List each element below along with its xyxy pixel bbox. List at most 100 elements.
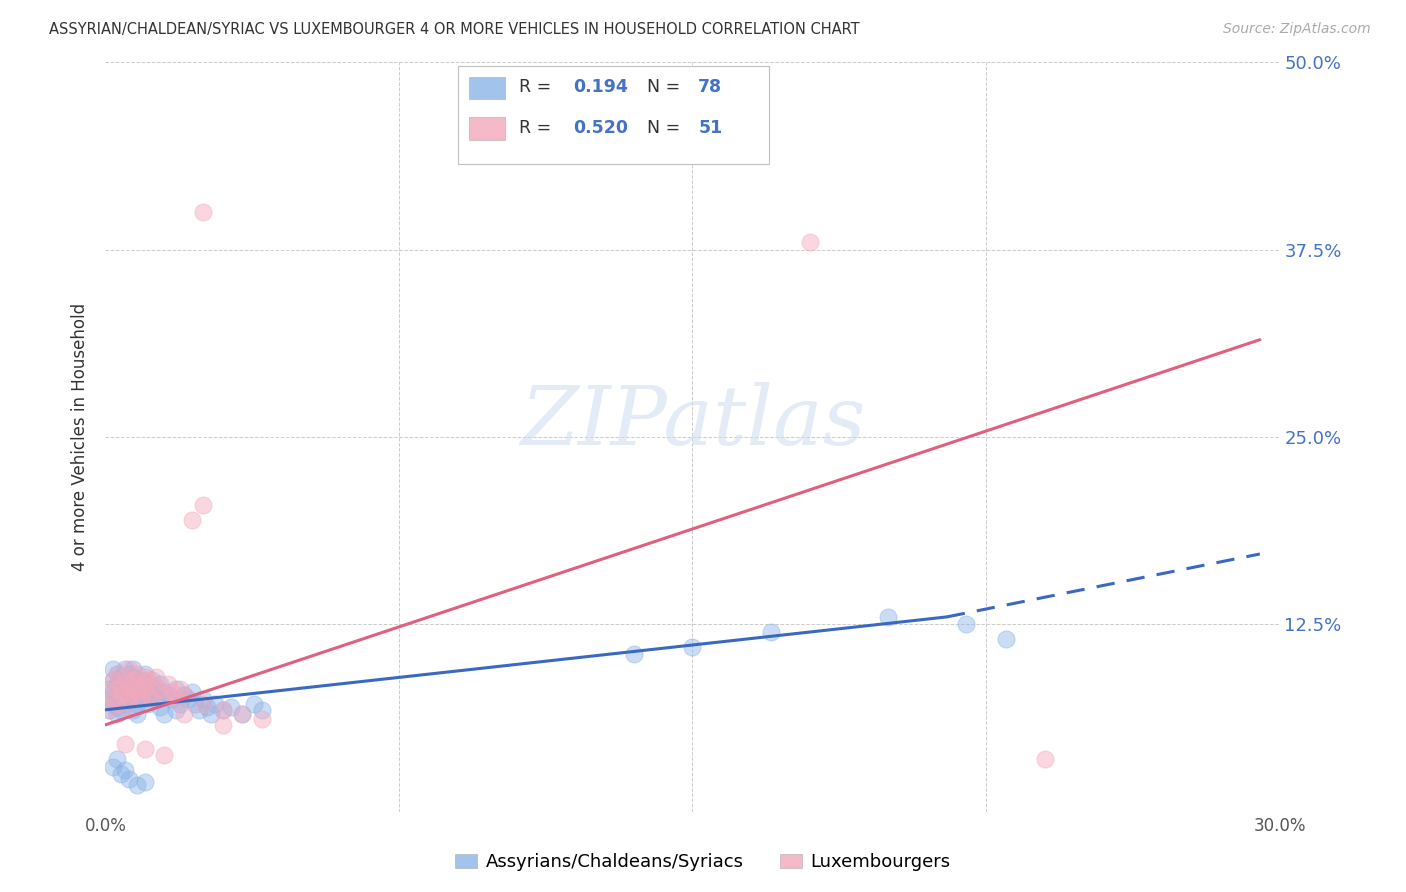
- Point: [204, 697, 226, 711]
- Text: ASSYRIAN/CHALDEAN/SYRIAC VS LUXEMBOURGER 4 OR MORE VEHICLES IN HOUSEHOLD CORRELA: ASSYRIAN/CHALDEAN/SYRIAC VS LUXEMBOURGER…: [49, 22, 860, 37]
- Point: [121, 673, 143, 687]
- Point: [125, 707, 148, 722]
- Point: [114, 697, 136, 711]
- Point: [110, 688, 132, 702]
- Point: [103, 662, 125, 676]
- Point: [153, 707, 176, 722]
- Point: [125, 697, 148, 711]
- Point: [955, 617, 977, 632]
- Point: [105, 688, 128, 702]
- Point: [103, 697, 125, 711]
- Point: [118, 677, 141, 691]
- Point: [250, 703, 273, 717]
- Point: [103, 692, 125, 706]
- Point: [121, 681, 143, 696]
- Point: [138, 677, 160, 691]
- Text: 0.194: 0.194: [572, 78, 627, 96]
- Point: [169, 681, 191, 696]
- Point: [623, 648, 645, 662]
- Point: [1033, 752, 1056, 766]
- Point: [114, 670, 136, 684]
- Point: [153, 685, 176, 699]
- Point: [141, 673, 163, 687]
- Point: [138, 697, 160, 711]
- Point: [114, 662, 136, 676]
- Point: [110, 692, 132, 706]
- Point: [157, 677, 180, 691]
- Point: [193, 205, 215, 219]
- Text: N =: N =: [636, 78, 686, 96]
- Point: [184, 697, 207, 711]
- Point: [105, 666, 128, 681]
- Point: [138, 673, 160, 687]
- Point: [145, 681, 167, 696]
- Point: [121, 681, 143, 696]
- Point: [118, 685, 141, 699]
- Point: [169, 697, 191, 711]
- Point: [105, 697, 128, 711]
- Text: 51: 51: [699, 119, 723, 136]
- Point: [134, 692, 156, 706]
- Point: [149, 677, 172, 691]
- Point: [153, 747, 176, 762]
- Point: [98, 685, 121, 699]
- Point: [114, 685, 136, 699]
- Text: N =: N =: [636, 119, 686, 136]
- Legend: Assyrians/Chaldeans/Syriacs, Luxembourgers: Assyrians/Chaldeans/Syriacs, Luxembourge…: [449, 847, 957, 879]
- Point: [118, 677, 141, 691]
- Point: [129, 681, 152, 696]
- Point: [193, 692, 215, 706]
- Point: [121, 688, 143, 702]
- Point: [98, 692, 121, 706]
- Point: [105, 677, 128, 691]
- Point: [799, 235, 821, 250]
- Point: [118, 692, 141, 706]
- Point: [129, 692, 152, 706]
- Point: [141, 688, 163, 702]
- Point: [105, 752, 128, 766]
- Point: [103, 673, 125, 687]
- Point: [110, 681, 132, 696]
- Point: [173, 707, 195, 722]
- Point: [134, 688, 156, 702]
- Point: [231, 707, 253, 722]
- Point: [114, 677, 136, 691]
- Point: [134, 666, 156, 681]
- Point: [145, 670, 167, 684]
- Point: [105, 666, 128, 681]
- Point: [165, 703, 187, 717]
- Point: [180, 685, 202, 699]
- Text: 78: 78: [699, 78, 723, 96]
- Point: [121, 670, 143, 684]
- Point: [160, 685, 183, 699]
- Point: [98, 703, 121, 717]
- Point: [129, 677, 152, 691]
- Point: [193, 498, 215, 512]
- Point: [121, 703, 143, 717]
- Point: [877, 610, 900, 624]
- Point: [114, 699, 136, 714]
- Point: [157, 688, 180, 702]
- Point: [125, 666, 148, 681]
- Point: [149, 681, 172, 696]
- Point: [160, 692, 183, 706]
- Point: [193, 697, 215, 711]
- Point: [211, 703, 233, 717]
- Point: [125, 685, 148, 699]
- Point: [682, 640, 704, 654]
- Point: [118, 662, 141, 676]
- Text: R =: R =: [519, 119, 557, 136]
- Point: [125, 685, 148, 699]
- Point: [125, 677, 148, 691]
- Point: [195, 699, 218, 714]
- Point: [118, 772, 141, 786]
- Point: [200, 707, 222, 722]
- Point: [176, 692, 198, 706]
- Point: [138, 688, 160, 702]
- Point: [103, 760, 125, 774]
- Text: R =: R =: [519, 78, 557, 96]
- Point: [105, 681, 128, 696]
- Point: [110, 767, 132, 781]
- Point: [141, 692, 163, 706]
- Point: [134, 670, 156, 684]
